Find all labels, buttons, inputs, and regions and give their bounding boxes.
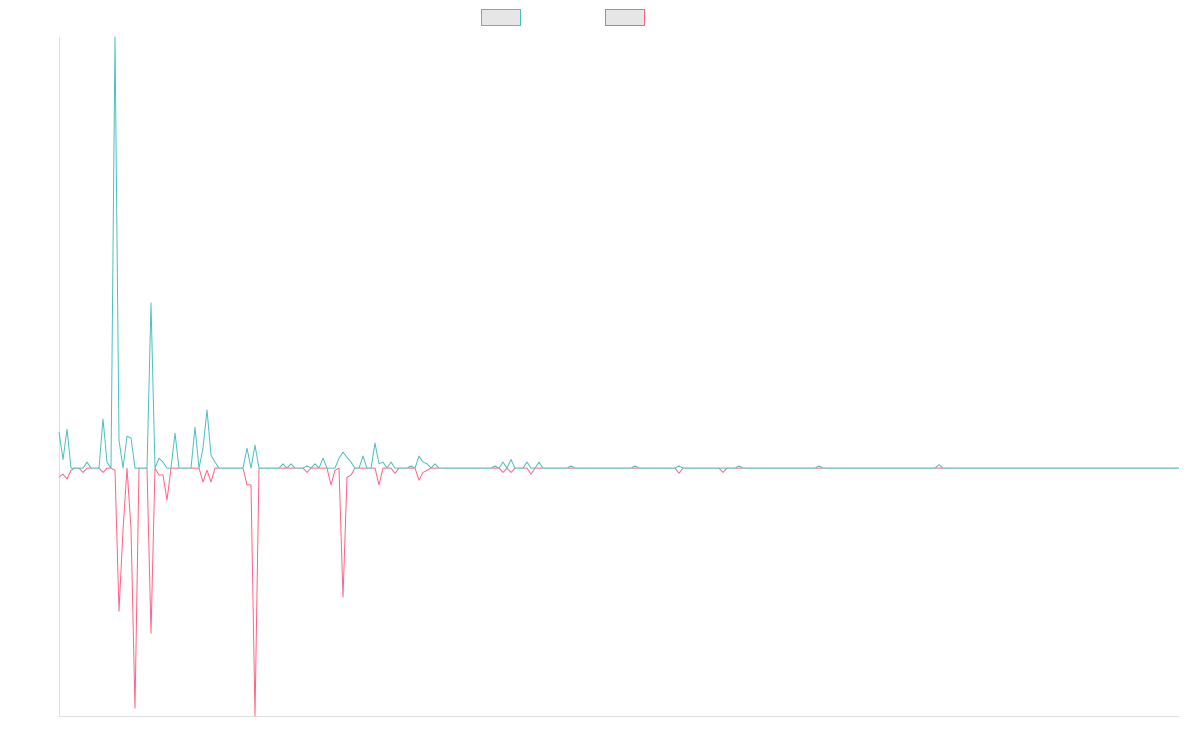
legend-swatch — [481, 9, 521, 26]
series-line — [58, 36, 1179, 469]
series-line — [58, 467, 1179, 717]
legend-swatch — [605, 9, 645, 26]
